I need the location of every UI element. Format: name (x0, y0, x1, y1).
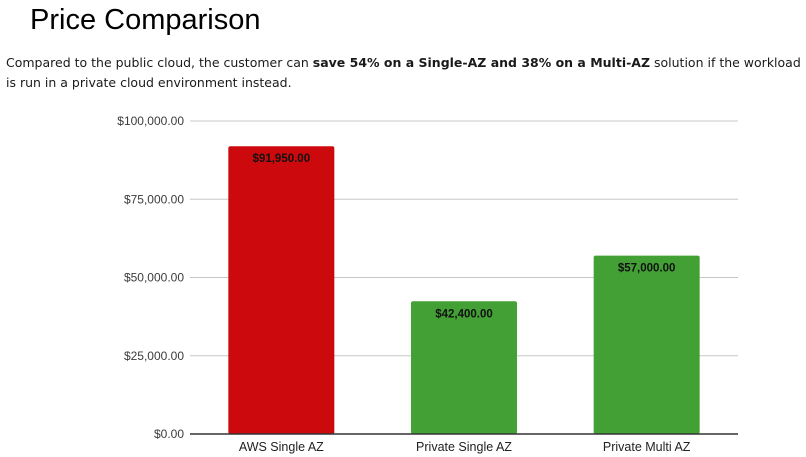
x-tick-label: AWS Single AZ (239, 440, 324, 454)
y-tick-label: $50,000.00 (124, 271, 184, 285)
data-label: $91,950.00 (253, 153, 311, 165)
description-lead: Compared to the public cloud, the custom… (6, 55, 313, 70)
data-label: $42,400.00 (435, 308, 493, 320)
x-tick-label: Private Multi AZ (603, 440, 691, 454)
y-tick-label: $25,000.00 (124, 349, 184, 363)
description-text: Compared to the public cloud, the custom… (6, 53, 802, 93)
bar (593, 255, 700, 434)
bar (411, 301, 517, 434)
x-tick-label: Private Single AZ (416, 440, 512, 454)
description-tail: solution if the workload is run in a pri… (6, 55, 801, 90)
y-tick-label: $100,000.00 (117, 114, 184, 128)
bar (228, 146, 335, 434)
page-title: Price Comparison (30, 4, 261, 36)
description-highlight: save 54% on a Single-AZ and 38% on a Mul… (312, 55, 651, 70)
data-label: $57,000.00 (618, 263, 676, 275)
y-tick-label: $0.00 (154, 427, 184, 441)
y-tick-label: $75,000.00 (124, 192, 184, 206)
